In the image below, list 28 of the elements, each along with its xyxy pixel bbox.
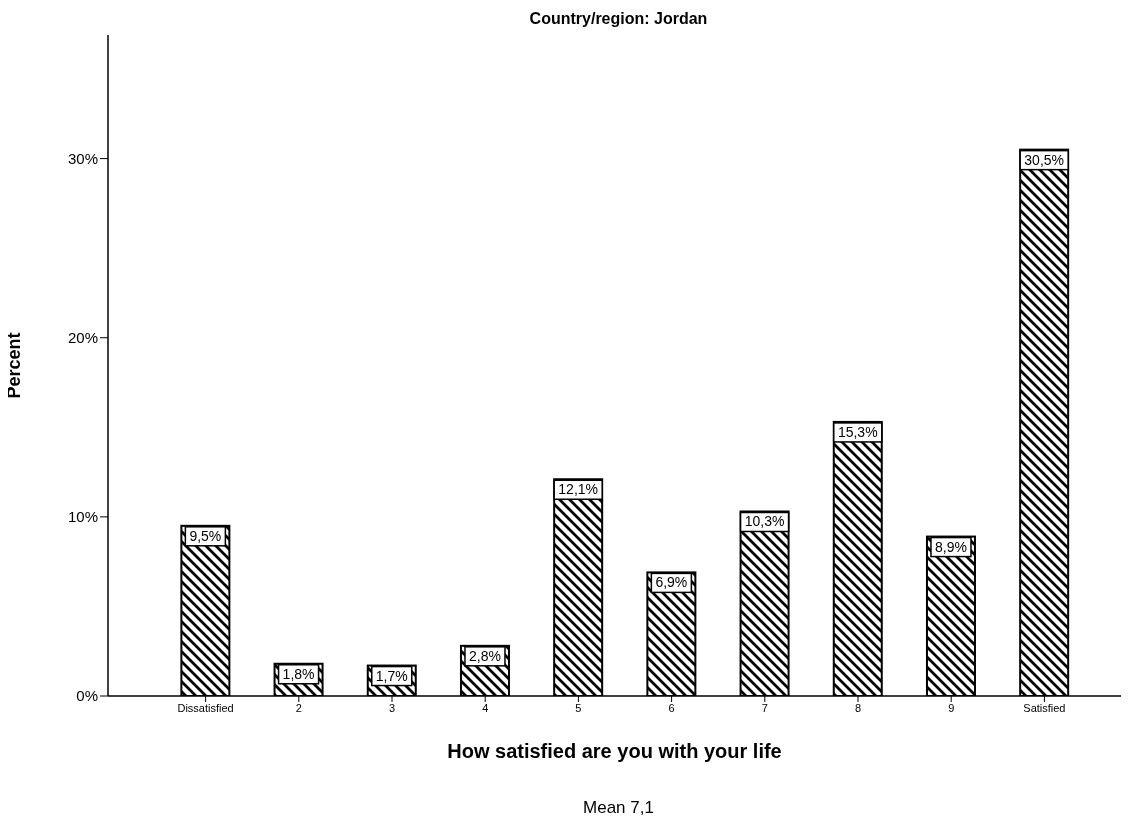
text: Mean 7,1 — [582, 798, 655, 818]
x-tick-label: 7 — [761, 701, 768, 714]
data-label: 1,8% — [282, 665, 315, 682]
y-tick-label: 30% — [67, 149, 98, 167]
y-axis-title: Percent — [4, 332, 25, 399]
x-tick-label: Satisfied — [1023, 701, 1066, 714]
y-tick-label: 10% — [67, 508, 98, 526]
x-tick-label: 2 — [295, 701, 302, 714]
x-tick-label: 6 — [668, 701, 675, 714]
data-label: 2,8% — [469, 647, 501, 664]
data-label: 15,3% — [837, 423, 878, 440]
data-label: 9,5% — [189, 527, 222, 544]
chart-title: Country/region: Jordan — [528, 10, 709, 28]
data-label: 8,9% — [935, 538, 967, 555]
data-label: 1,7% — [375, 667, 408, 684]
x-tick-label: 8 — [854, 701, 862, 714]
data-label: 10,3% — [744, 513, 785, 530]
data-label: 6,9% — [655, 574, 688, 591]
x-tick-label: Dissatisfied — [177, 701, 234, 714]
x-tick-label: 4 — [482, 701, 489, 714]
x-tick-label: 9 — [948, 701, 955, 714]
data-label: 30,5% — [1024, 151, 1065, 168]
y-tick-label: 0% — [76, 687, 98, 705]
data-label: 12,1% — [558, 481, 599, 498]
x-tick-label: 3 — [388, 701, 396, 714]
x-tick-label: 5 — [575, 701, 582, 714]
y-tick-label: 20% — [67, 329, 98, 347]
x-axis-title: How satisfied are you with your life — [447, 740, 782, 762]
